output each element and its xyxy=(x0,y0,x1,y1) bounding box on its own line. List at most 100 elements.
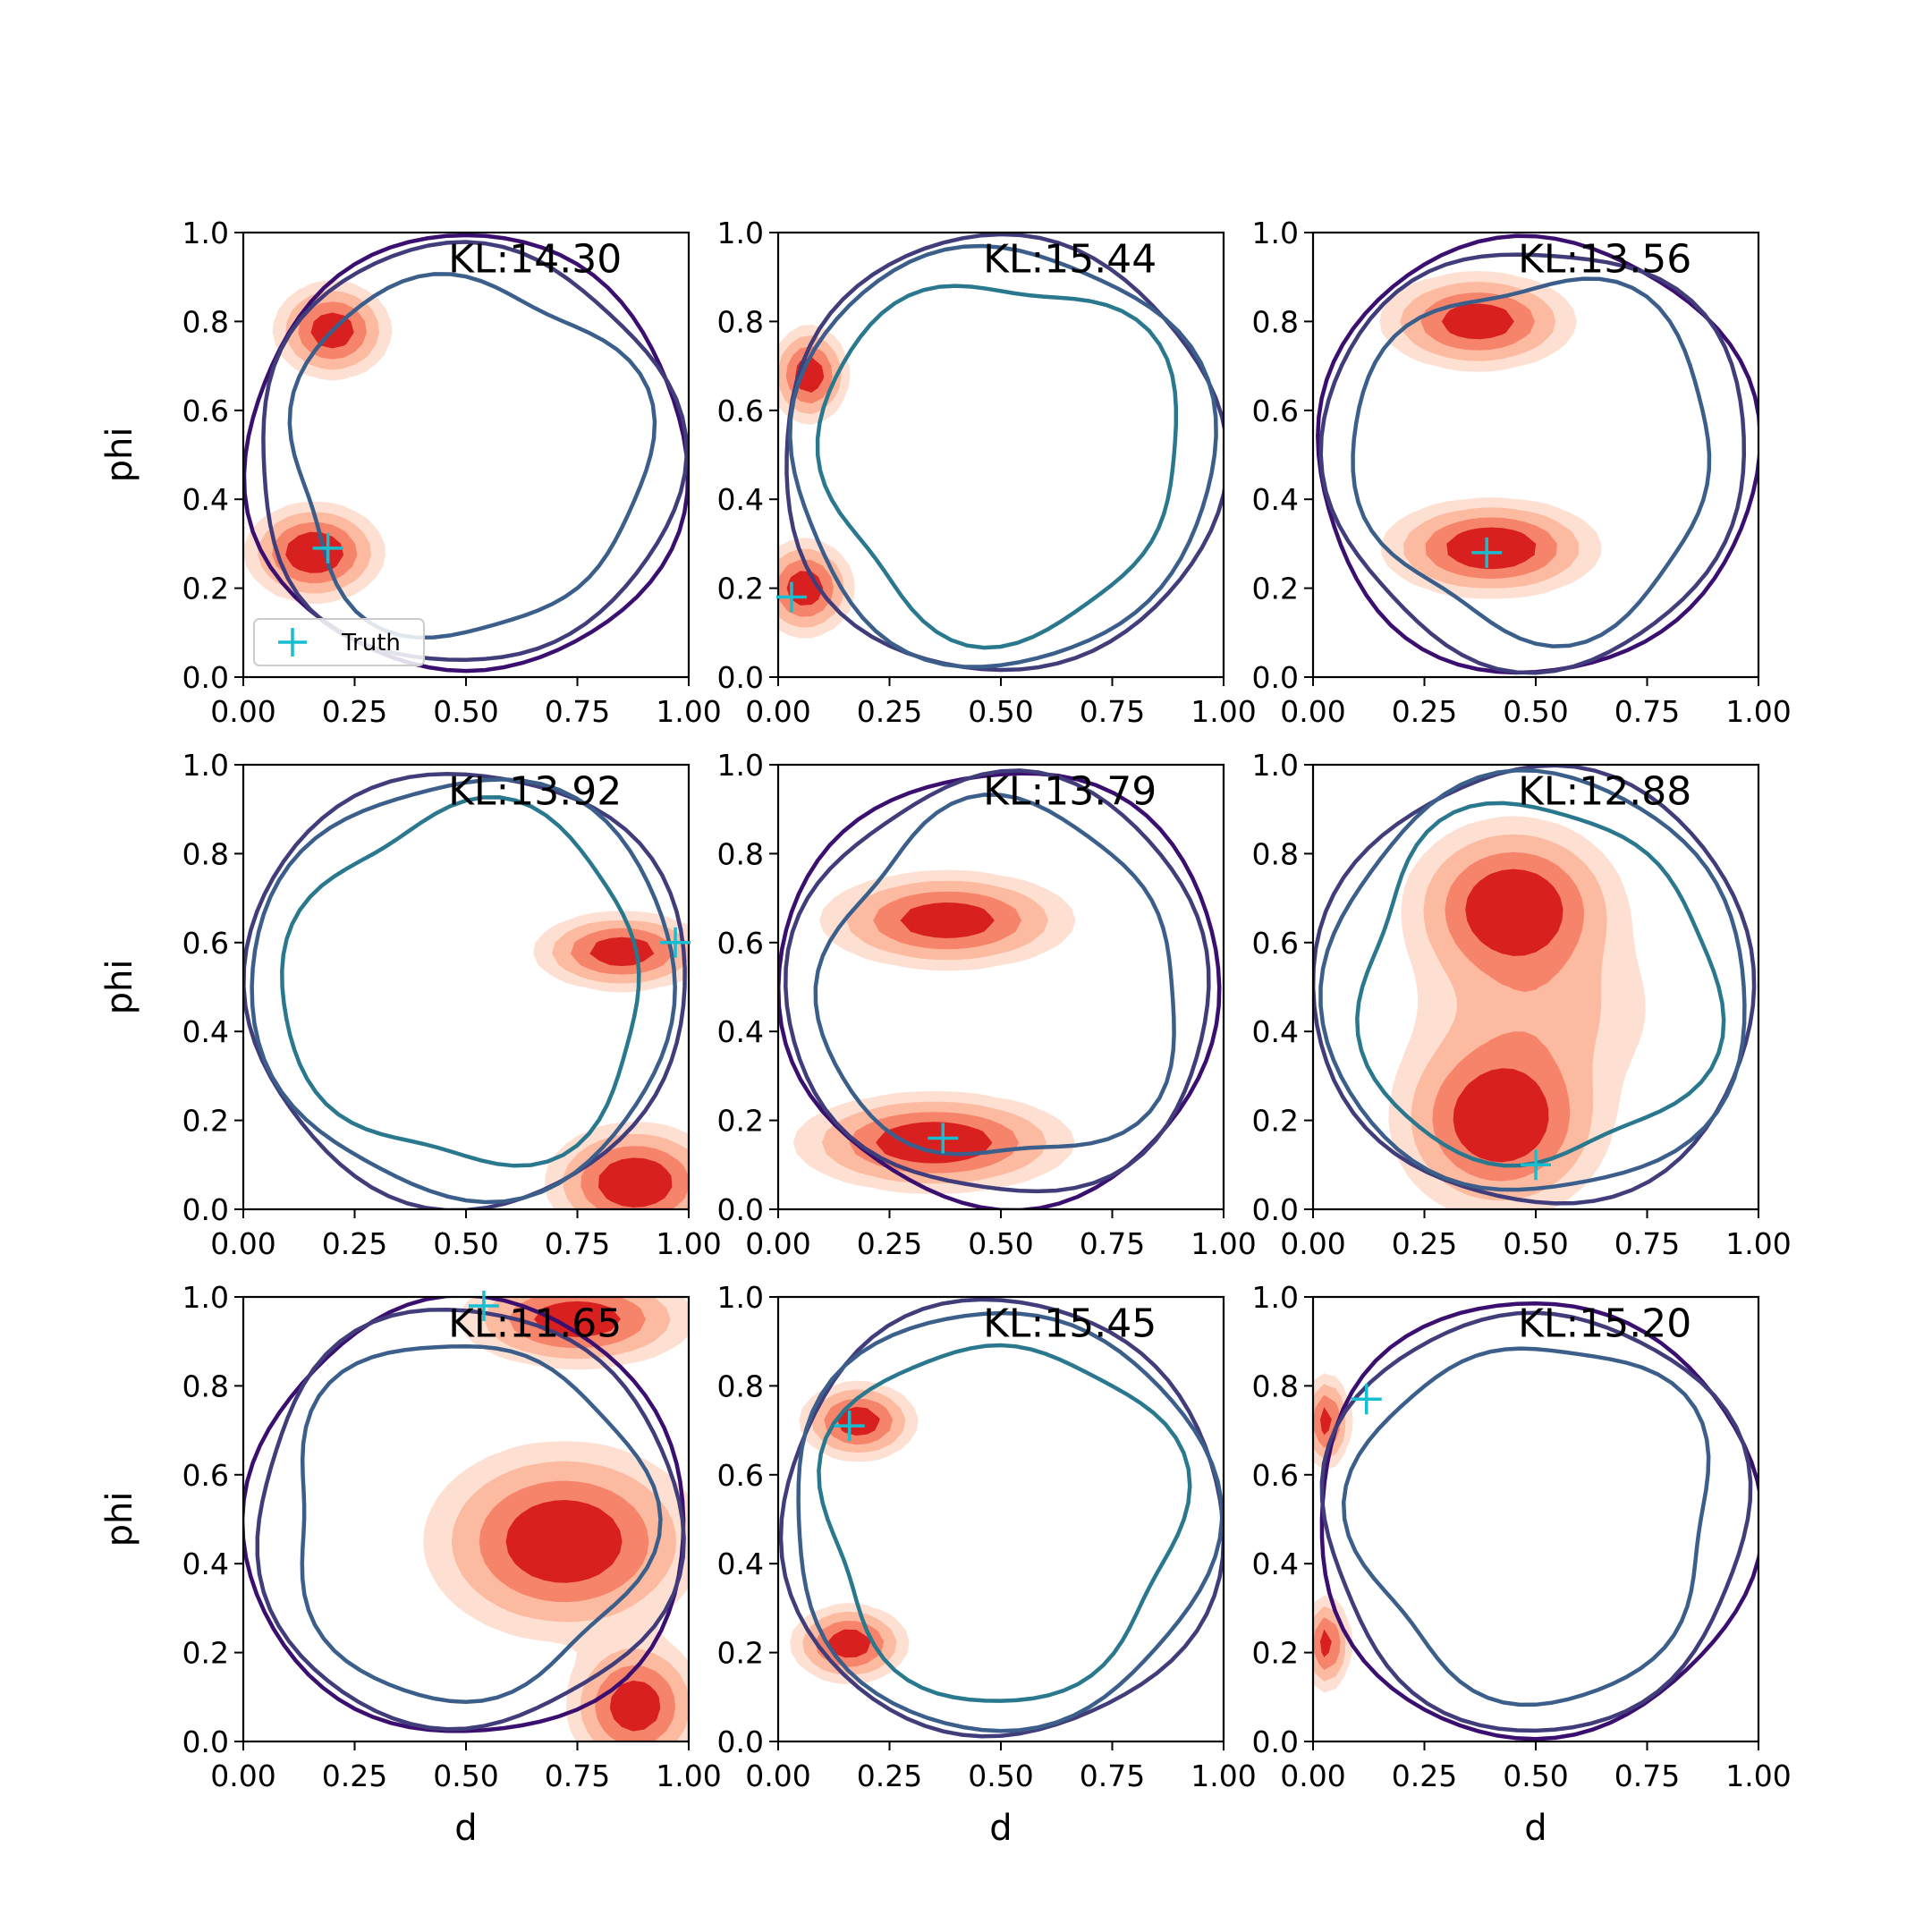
y-tick-label: 0.6 xyxy=(1252,394,1299,428)
y-tick-label: 0.4 xyxy=(717,1546,764,1581)
kl-annotation: KL:15.45 xyxy=(983,1301,1157,1347)
approx-contour-1 xyxy=(784,233,1224,673)
x-tick-label: 0.25 xyxy=(322,694,387,729)
x-tick-label: 1.00 xyxy=(1191,694,1256,729)
density-fill-level-3 xyxy=(849,891,1022,1174)
approx-contour-2 xyxy=(261,240,689,662)
kl-annotation: KL:13.79 xyxy=(983,769,1157,815)
x-tick-label: 0.25 xyxy=(857,1758,922,1793)
y-tick-label: 1.0 xyxy=(182,748,229,783)
kl-annotation: KL:13.92 xyxy=(448,769,622,815)
y-tick-label: 0.2 xyxy=(717,1636,764,1671)
x-tick-label: 1.00 xyxy=(656,1758,721,1793)
x-tick-label: 0.00 xyxy=(745,694,810,729)
subplot-7: 0.00 0.25 0.50 0.75 1.00 0.0 0.2 0.4 0.6 0.8 1.0 KL… xyxy=(99,1280,722,1849)
y-tick-label: 0.8 xyxy=(1252,836,1299,871)
y-tick-label: 0.4 xyxy=(717,482,764,517)
truth-marker xyxy=(834,1411,865,1442)
y-tick-label: 1.0 xyxy=(1252,1280,1299,1315)
y-tick-label: 0.0 xyxy=(1252,1192,1299,1227)
legend-label: Truth xyxy=(341,630,401,657)
subplot-8: 0.00 0.25 0.50 0.75 1.00 0.0 0.2 0.4 0.6 0.8 1.0 KL… xyxy=(717,1280,1257,1849)
y-tick-label: 0.4 xyxy=(1252,482,1299,517)
plot-area xyxy=(778,233,1224,673)
approx-contour-2 xyxy=(250,777,677,1205)
x-tick-label: 0.50 xyxy=(433,694,498,729)
y-tick-label: 1.0 xyxy=(1252,748,1299,783)
y-tick-label: 0.6 xyxy=(182,926,229,961)
truth-marker xyxy=(660,927,691,958)
x-tick-label: 0.75 xyxy=(1614,694,1680,729)
y-tick-label: 1.0 xyxy=(717,1280,764,1315)
approx-contour-2 xyxy=(788,243,1218,669)
y-tick-label: 1.0 xyxy=(1252,216,1299,250)
y-tick-label: 0.0 xyxy=(1252,660,1299,695)
x-tick-label: 0.00 xyxy=(1280,694,1345,729)
x-tick-label: 0.00 xyxy=(1280,1226,1345,1261)
y-tick-label: 0.6 xyxy=(717,394,764,428)
y-tick-label: 0.6 xyxy=(1252,1458,1299,1493)
y-tick-label: 0.0 xyxy=(182,1724,229,1759)
approx-contour-2 xyxy=(784,768,1211,1194)
x-tick-label: 0.75 xyxy=(1080,1226,1145,1261)
approx-contour-2 xyxy=(796,1310,1224,1733)
y-tick-label: 0.4 xyxy=(717,1014,764,1049)
approx-contour-2 xyxy=(1318,252,1747,675)
y-tick-label: 0.6 xyxy=(182,394,229,428)
y-tick-label: 1.0 xyxy=(182,216,229,250)
x-tick-label: 0.25 xyxy=(322,1758,387,1793)
approx-contour-3 xyxy=(1351,276,1712,648)
y-tick-label: 0.4 xyxy=(1252,1014,1299,1049)
y-tick-label: 0.8 xyxy=(717,304,764,339)
x-tick-label: 0.75 xyxy=(545,694,610,729)
legend-box xyxy=(253,618,425,666)
approx-contour-2 xyxy=(255,1307,686,1732)
x-tick-label: 0.00 xyxy=(210,1758,275,1793)
y-tick-label: 0.8 xyxy=(717,1368,764,1403)
y-tick-label: 0.8 xyxy=(182,836,229,871)
approx-contour-3 xyxy=(813,792,1176,1157)
subplot-2: 0.00 0.25 0.50 0.75 1.00 0.0 0.2 0.4 0.6 0.8 1.0 KL… xyxy=(717,216,1257,729)
plot-area xyxy=(243,1297,689,1741)
x-tick-label: 1.00 xyxy=(656,1226,721,1261)
density-fill-level-4 xyxy=(1453,869,1563,1163)
y-tick-label: 0.4 xyxy=(182,1546,229,1581)
x-tick-label: 1.00 xyxy=(656,694,721,729)
axes-frame xyxy=(1311,1295,1760,1743)
x-tick-label: 0.00 xyxy=(210,1226,275,1261)
x-tick-label: 0.75 xyxy=(1080,1758,1145,1793)
y-axis-label: phi xyxy=(99,960,140,1015)
y-tick-label: 0.8 xyxy=(1252,1368,1299,1403)
subplot-6: 0.00 0.25 0.50 0.75 1.00 0.0 0.2 0.4 0.6 0.8 1.0 KL… xyxy=(1252,748,1792,1261)
approx-contour-1 xyxy=(243,233,689,674)
x-tick-label: 0.00 xyxy=(1280,1758,1345,1793)
y-tick-label: 0.6 xyxy=(717,926,764,961)
truth-marker xyxy=(1471,537,1503,568)
kl-annotation: KL:12.88 xyxy=(1518,769,1691,815)
legend: Truth xyxy=(253,618,425,666)
y-tick-label: 0.0 xyxy=(182,660,229,695)
approx-contour-1 xyxy=(243,1297,686,1733)
subplot-3: 0.00 0.25 0.50 0.75 1.00 0.0 0.2 0.4 0.6 0.8 1.0 KL… xyxy=(1252,216,1792,729)
approx-contour-3 xyxy=(1341,1346,1711,1707)
y-tick-label: 0.8 xyxy=(1252,304,1299,339)
x-tick-label: 0.50 xyxy=(1503,1226,1568,1261)
y-axis-label: phi xyxy=(99,428,140,483)
x-tick-label: 0.25 xyxy=(322,1226,387,1261)
x-tick-label: 0.50 xyxy=(433,1226,498,1261)
truth-marker xyxy=(468,1290,499,1321)
x-axis-label: d xyxy=(1524,1808,1546,1849)
x-tick-label: 0.75 xyxy=(1614,1758,1680,1793)
y-tick-label: 0.2 xyxy=(1252,572,1299,606)
approx-contour-3 xyxy=(287,272,657,640)
y-tick-label: 0.0 xyxy=(1252,1724,1299,1759)
density-fill-level-4 xyxy=(1319,1407,1333,1658)
plot-area xyxy=(243,771,689,1209)
x-tick-label: 0.00 xyxy=(210,694,275,729)
subplot-9: 0.00 0.25 0.50 0.75 1.00 0.0 0.2 0.4 0.6 0.8 1.0 KL… xyxy=(1252,1280,1792,1849)
y-axis-label: phi xyxy=(99,1492,140,1547)
y-tick-label: 0.2 xyxy=(182,572,229,606)
truth-marker xyxy=(312,532,343,564)
x-tick-label: 0.25 xyxy=(857,1226,922,1261)
